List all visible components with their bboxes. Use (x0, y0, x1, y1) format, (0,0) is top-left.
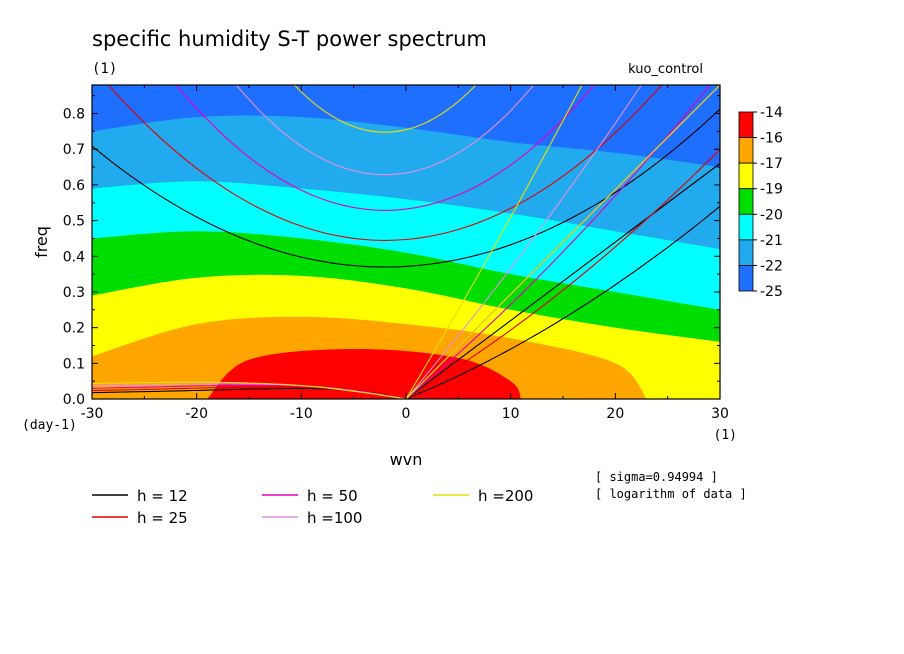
y-tick-label: 0.7 (63, 142, 85, 158)
colorbar-swatch (738, 137, 754, 164)
sigma-annotation: [ sigma=0.94994 ] (595, 470, 718, 484)
contour-bands (92, 85, 720, 399)
y-tick-label: 0.0 (63, 392, 85, 408)
colorbar-swatch (738, 111, 754, 138)
x-tick-label: -10 (290, 406, 313, 422)
legend-label: h =100 (307, 509, 362, 527)
inertia-gravity-curve-3 (235, 85, 535, 176)
y-axis: 0.0 0.1 0.2 0.3 0.4 0.5 0.6 0.7 0.8 (63, 95, 720, 408)
log-annotation: [ logarithm of data ] (595, 487, 747, 501)
mrg-curve-4 (405, 85, 583, 399)
legend-label: h = 50 (307, 487, 358, 505)
inertia-gravity-curve-1 (107, 85, 663, 241)
y-tick-label: 0.6 (63, 178, 85, 194)
y-unit-label: (day-1) (22, 418, 77, 433)
chart-title: specific humidity S-T power spectrum (92, 27, 487, 51)
colorbar-label: -16 (760, 131, 783, 147)
x-axis-label: wvn (390, 450, 423, 469)
x-tick-label: -30 (81, 406, 104, 422)
run-label: kuo_control (628, 62, 703, 77)
y-tick-label: 0.1 (63, 356, 85, 372)
colorbar: -14 -16 -17 -19 -20 -21 -22 -25 (738, 105, 783, 300)
inertia-gravity-curve-0 (92, 108, 720, 268)
y-tick-label: 0.2 (63, 321, 85, 337)
legend-label: h = 12 (137, 487, 188, 505)
x-tick-label: -20 (185, 406, 208, 422)
dispersion-curves (92, 85, 720, 399)
inertia-gravity-curve-4 (293, 85, 477, 133)
inertia-gravity-curve-2 (175, 85, 595, 211)
legend-label: h = 25 (137, 509, 188, 527)
rossby-curve-4 (92, 381, 407, 399)
y-tick-label: 0.4 (63, 249, 85, 265)
x-tick-label: 20 (606, 406, 624, 422)
x-tick-label: 10 (502, 406, 520, 422)
x-tick-label: 30 (711, 406, 729, 422)
colorbar-swatch (738, 265, 754, 292)
colorbar-swatch (738, 213, 754, 241)
mrg-curve-2 (405, 85, 711, 399)
mrg-curve-3 (405, 85, 643, 399)
colorbar-label: -21 (760, 233, 783, 249)
x-tick-label: 0 (402, 406, 411, 422)
colorbar-label: -17 (760, 156, 783, 172)
y-tick-label: 0.3 (63, 285, 85, 301)
y-tick-label: 0.8 (63, 107, 85, 123)
y-tick-label: 0.5 (63, 214, 85, 230)
kelvin-curve-0 (405, 163, 720, 399)
x-unit-label: (1) (714, 428, 737, 443)
legend: h = 12 h = 25 h = 50 h =100 h =200 (92, 487, 533, 527)
chart-subtitle: (1) (92, 61, 117, 77)
colorbar-swatch (738, 188, 754, 215)
mrg-curve-0 (405, 205, 720, 399)
colorbar-label: -25 (760, 284, 783, 300)
colorbar-label: -20 (760, 207, 783, 223)
colorbar-swatch (738, 162, 754, 190)
colorbar-label: -14 (760, 105, 783, 121)
colorbar-swatch (738, 239, 754, 266)
colorbar-label: -22 (760, 258, 783, 274)
y-axis-label: freq (32, 226, 51, 258)
legend-label: h =200 (478, 487, 533, 505)
colorbar-label: -19 (760, 182, 783, 198)
x-axis: -30 -20 -10 0 10 20 30 (81, 85, 729, 422)
mrg-curve-1 (405, 149, 720, 399)
kelvin-curve-4 (405, 85, 720, 399)
